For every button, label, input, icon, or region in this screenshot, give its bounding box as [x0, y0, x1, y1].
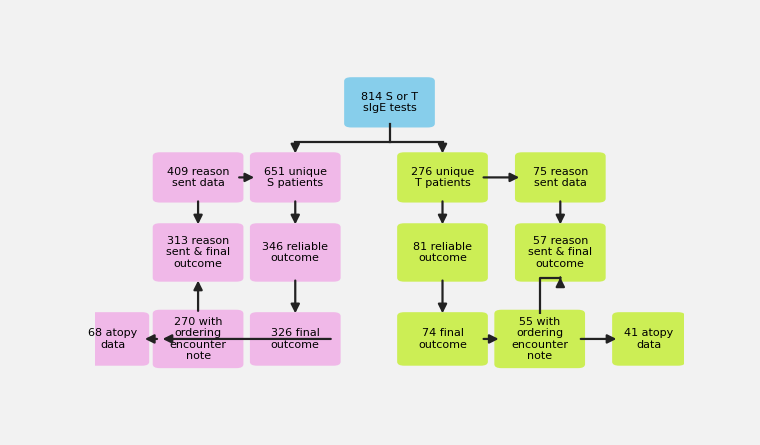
FancyBboxPatch shape	[76, 312, 149, 366]
Text: 270 with
ordering
encounter
note: 270 with ordering encounter note	[169, 316, 226, 361]
FancyBboxPatch shape	[612, 312, 686, 366]
Text: 814 S or T
sIgE tests: 814 S or T sIgE tests	[361, 92, 418, 113]
Text: 41 atopy
data: 41 atopy data	[624, 328, 673, 350]
FancyBboxPatch shape	[344, 77, 435, 127]
FancyBboxPatch shape	[250, 152, 340, 202]
Text: 75 reason
sent data: 75 reason sent data	[533, 166, 588, 188]
Text: 57 reason
sent & final
outcome: 57 reason sent & final outcome	[528, 236, 592, 269]
Text: 326 final
outcome: 326 final outcome	[271, 328, 320, 350]
Text: 55 with
ordering
encounter
note: 55 with ordering encounter note	[511, 316, 568, 361]
FancyBboxPatch shape	[397, 312, 488, 366]
FancyBboxPatch shape	[515, 223, 606, 282]
Text: 409 reason
sent data: 409 reason sent data	[167, 166, 230, 188]
FancyBboxPatch shape	[250, 312, 340, 366]
FancyBboxPatch shape	[250, 223, 340, 282]
Text: 276 unique
T patients: 276 unique T patients	[411, 166, 474, 188]
FancyBboxPatch shape	[397, 152, 488, 202]
Text: 346 reliable
outcome: 346 reliable outcome	[262, 242, 328, 263]
FancyBboxPatch shape	[153, 310, 243, 368]
FancyBboxPatch shape	[153, 152, 243, 202]
Text: 68 atopy
data: 68 atopy data	[88, 328, 138, 350]
Text: 81 reliable
outcome: 81 reliable outcome	[413, 242, 472, 263]
FancyBboxPatch shape	[515, 152, 606, 202]
Text: 313 reason
sent & final
outcome: 313 reason sent & final outcome	[166, 236, 230, 269]
FancyBboxPatch shape	[153, 223, 243, 282]
FancyBboxPatch shape	[494, 310, 585, 368]
FancyBboxPatch shape	[397, 223, 488, 282]
Text: 74 final
outcome: 74 final outcome	[418, 328, 467, 350]
Text: 651 unique
S patients: 651 unique S patients	[264, 166, 327, 188]
